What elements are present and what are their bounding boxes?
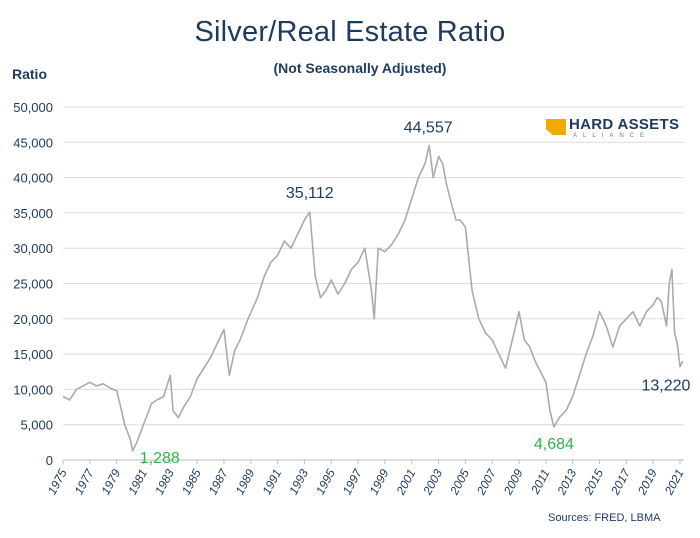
x-tick-label: 1981	[125, 467, 150, 497]
y-tick-label: 20,000	[13, 312, 53, 327]
series-group	[62, 144, 684, 452]
x-tick-label: 1993	[286, 467, 311, 497]
x-tick-label: 1983	[152, 467, 177, 497]
x-tick-label: 2001	[393, 467, 418, 498]
y-tick-label: 0	[46, 453, 53, 468]
y-tick-label: 35,000	[13, 206, 53, 221]
logo-sub-text: ALLIANCE	[573, 133, 651, 139]
x-tick-label: 2019	[634, 467, 660, 498]
data-label: 44,557	[404, 119, 453, 136]
x-tick-label: 1999	[367, 467, 392, 497]
y-tick-label: 25,000	[13, 277, 53, 292]
x-tick-label: 1997	[340, 466, 366, 497]
x-tick-label: 2003	[420, 467, 446, 498]
y-tick-label: 15,000	[13, 347, 53, 362]
data-label: 1,288	[140, 450, 180, 467]
data-label: 4,684	[534, 436, 574, 453]
x-tick-label: 1977	[72, 466, 98, 497]
y-axis-ticks: 0 5,000 10,000 15,000 20,000 25,000 30,000 35,0…	[13, 100, 53, 468]
x-tick-label: 1975	[45, 467, 70, 497]
data-label: 35,112	[286, 185, 334, 202]
data-label: 13,220	[642, 378, 691, 395]
x-tick-label: 1987	[206, 466, 232, 497]
x-tick-label: 2017	[608, 466, 634, 498]
source-note: Sources: FRED, LBMA	[548, 512, 661, 524]
y-tick-label: 50,000	[13, 100, 53, 115]
x-tick-label: 2015	[581, 467, 607, 498]
x-tick-label: 2013	[554, 467, 580, 498]
hard-assets-alliance-logo: HARD ASSETS ALLIANCE	[546, 116, 679, 140]
y-tick-label: 10,000	[13, 382, 53, 397]
y-axis-title: Ratio	[12, 66, 47, 82]
logo-icon	[546, 119, 566, 135]
y-tick-label: 5,000	[20, 418, 53, 433]
x-tick-label: 1995	[313, 467, 338, 497]
x-tick-label: 1979	[98, 467, 123, 497]
logo-main-text: HARD ASSETS	[569, 116, 680, 133]
x-tick-label: 1991	[259, 467, 284, 497]
chart-subtitle: (Not Seasonally Adjusted)	[273, 60, 447, 76]
series-line	[62, 144, 684, 452]
annotations: 1,288 35,112 44,557 4,684 13,220	[140, 119, 691, 466]
x-tick-label: 1989	[233, 467, 258, 497]
x-tick-label: 2021	[661, 467, 686, 498]
y-tick-label: 30,000	[13, 241, 53, 256]
x-tick-label: 2005	[447, 467, 473, 498]
gridlines	[63, 106, 684, 461]
chart-title: Silver/Real Estate Ratio	[194, 16, 506, 48]
x-tick-label: 1985	[179, 467, 204, 497]
y-tick-label: 45,000	[13, 135, 53, 150]
x-tick-label: 2009	[500, 467, 526, 498]
x-tick-label: 2007	[473, 466, 499, 498]
x-tick-label: 2011	[528, 467, 553, 497]
y-tick-label: 40,000	[13, 171, 53, 186]
